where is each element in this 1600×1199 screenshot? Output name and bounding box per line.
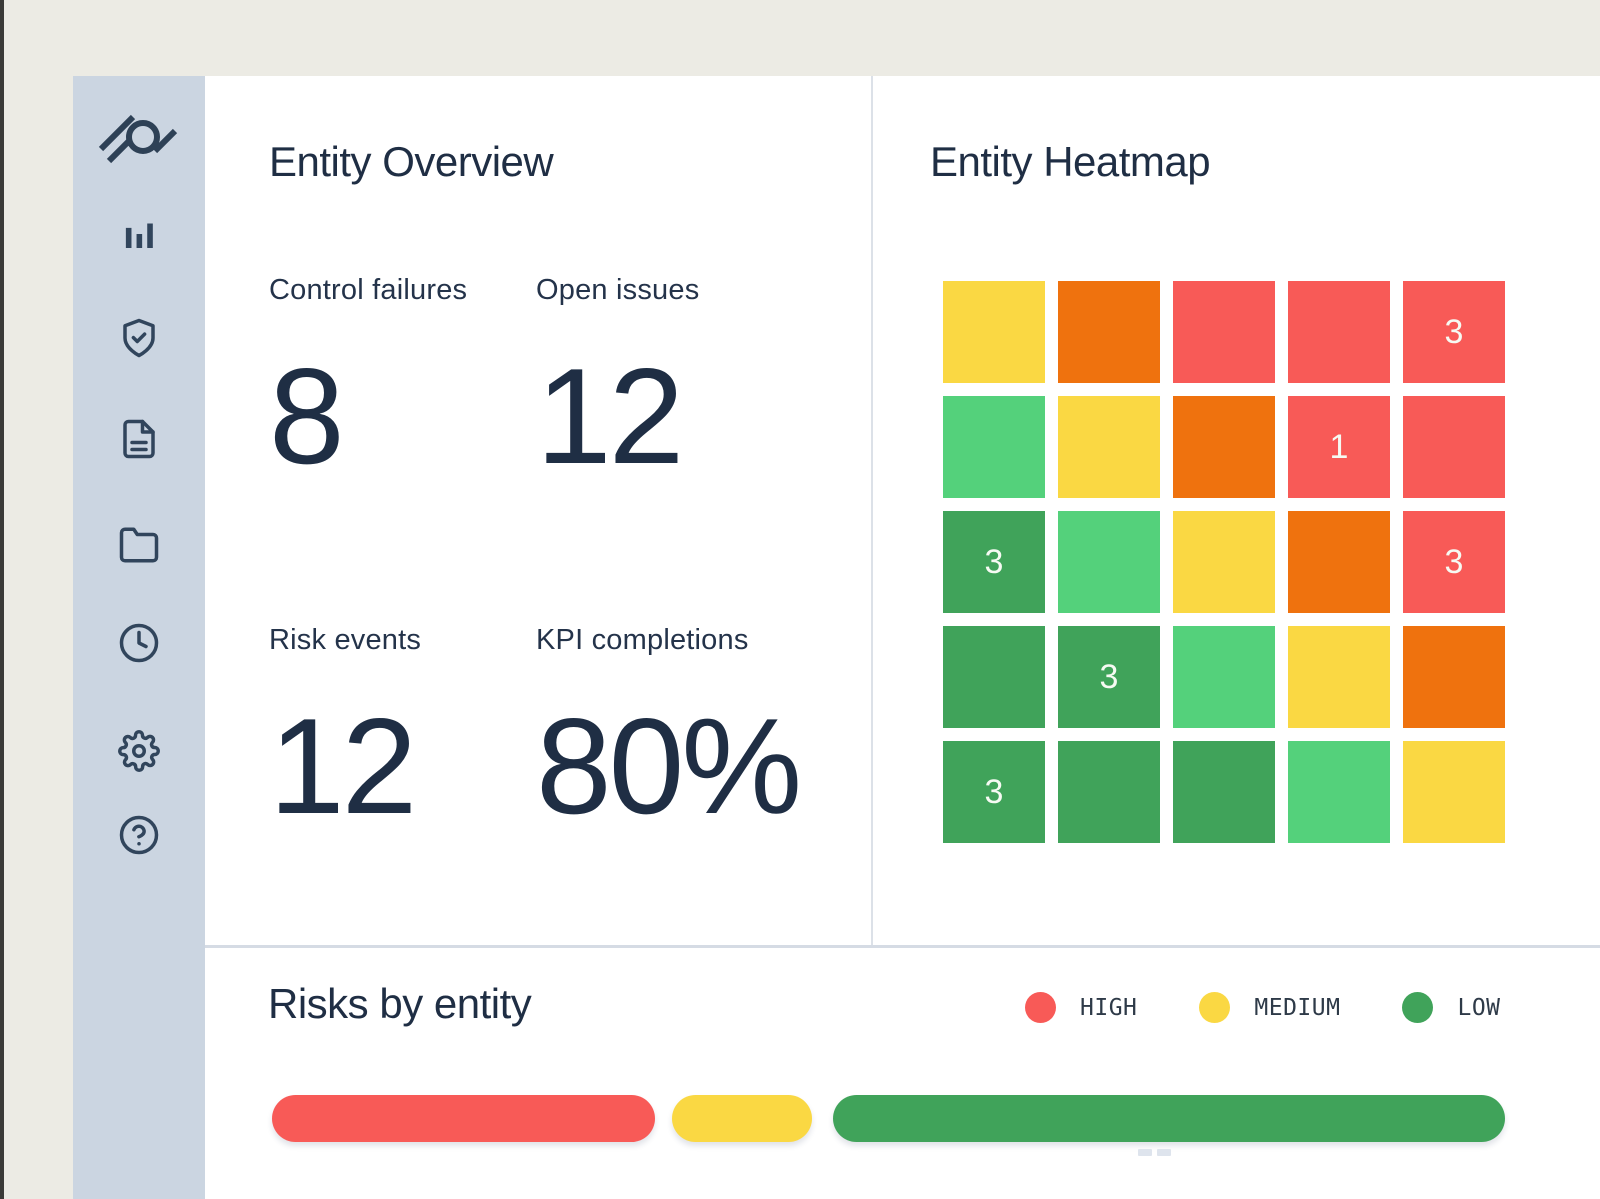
- heatmap-grid: 3 1 3 3 3 3: [943, 281, 1505, 843]
- risk-bar-medium[interactable]: [672, 1095, 812, 1142]
- top-panels-row: Entity Overview Control failures 8 Open …: [205, 76, 1600, 948]
- sidebar-item-settings[interactable]: [117, 729, 161, 773]
- metric-label: KPI completions: [536, 624, 749, 656]
- heatmap-cell[interactable]: 3: [943, 511, 1045, 613]
- heatmap-cell[interactable]: [1173, 511, 1275, 613]
- heatmap-cell[interactable]: 3: [1403, 281, 1505, 383]
- metric-open-issues: Open issues 12: [536, 274, 799, 624]
- sidebar: [73, 76, 205, 1199]
- heatmap-cell[interactable]: 3: [943, 741, 1045, 843]
- help-circle-icon: [119, 815, 159, 855]
- legend-item-high: HIGH: [1025, 992, 1137, 1023]
- metric-label: Risk events: [269, 624, 422, 656]
- folder-icon: [119, 527, 159, 563]
- heatmap-cell[interactable]: [1288, 511, 1390, 613]
- risk-bars: [205, 1095, 1600, 1142]
- heatmap-cell-count: 3: [984, 772, 1004, 811]
- legend-label: HIGH: [1080, 994, 1138, 1021]
- main-content: Entity Overview Control failures 8 Open …: [205, 76, 1600, 1199]
- heatmap-cell[interactable]: [1058, 396, 1160, 498]
- metric-control-failures: Control failures 8: [269, 274, 536, 624]
- document-icon: [123, 419, 155, 459]
- risk-legend: HIGH MEDIUM LOW: [1025, 992, 1501, 1023]
- heatmap-cell[interactable]: 3: [1058, 626, 1160, 728]
- metric-label: Control failures: [269, 274, 468, 306]
- heatmap-cell[interactable]: [1058, 741, 1160, 843]
- heatmap-cell[interactable]: [1173, 281, 1275, 383]
- sidebar-item-files[interactable]: [117, 523, 161, 567]
- heatmap-cell[interactable]: [1288, 741, 1390, 843]
- legend-dot: [1025, 992, 1056, 1023]
- legend-dot: [1199, 992, 1231, 1023]
- heatmap-cell[interactable]: [1173, 396, 1275, 498]
- metric-value: 8: [269, 340, 345, 492]
- heatmap-cell[interactable]: [943, 396, 1045, 498]
- heatmap-cell-count: 3: [1444, 312, 1464, 351]
- logo-icon: [98, 114, 178, 164]
- heatmap-cell[interactable]: [1058, 281, 1160, 383]
- legend-dot: [1402, 992, 1434, 1023]
- bar-chart-icon: [125, 223, 153, 248]
- clock-icon: [119, 623, 159, 663]
- heatmap-cell[interactable]: [1403, 626, 1505, 728]
- heatmap-cell-count: 1: [1329, 427, 1349, 466]
- settings-gear-icon: [118, 730, 160, 772]
- heatmap-cell[interactable]: [1173, 626, 1275, 728]
- sidebar-item-documents[interactable]: [117, 417, 161, 461]
- heatmap-cell[interactable]: [1288, 626, 1390, 728]
- entity-overview-title: Entity Overview: [269, 138, 554, 185]
- legend-item-low: LOW: [1402, 992, 1500, 1023]
- heatmap-cell-count: 3: [984, 542, 1004, 581]
- app-logo[interactable]: [91, 104, 187, 170]
- heatmap-cell[interactable]: 1: [1288, 396, 1390, 498]
- heatmap-cell[interactable]: [1403, 396, 1505, 498]
- heatmap-cell[interactable]: 3: [1403, 511, 1505, 613]
- sidebar-item-history[interactable]: [117, 621, 161, 665]
- sidebar-item-controls[interactable]: [117, 316, 161, 360]
- risks-by-entity-title: Risks by entity: [268, 980, 532, 1027]
- heatmap-cell[interactable]: [943, 626, 1045, 728]
- heatmap-cell[interactable]: [1058, 511, 1160, 613]
- risk-bar-high[interactable]: [272, 1095, 655, 1142]
- heatmap-cell[interactable]: [1288, 281, 1390, 383]
- sidebar-item-analytics[interactable]: [117, 212, 161, 256]
- metric-value: 12: [269, 690, 417, 842]
- metric-kpi-completions: KPI completions 80%: [536, 624, 802, 974]
- legend-label: MEDIUM: [1254, 994, 1341, 1021]
- scroll-indicator[interactable]: [1138, 1149, 1171, 1156]
- metric-value: 12: [536, 340, 684, 492]
- shield-check-icon: [123, 318, 155, 358]
- sidebar-item-help[interactable]: [117, 813, 161, 857]
- heatmap-cell-count: 3: [1099, 657, 1119, 696]
- legend-label: LOW: [1457, 994, 1501, 1021]
- risks-by-entity-panel: Risks by entity HIGH MEDIUM LOW: [205, 948, 1600, 1196]
- heatmap-cell[interactable]: [1173, 741, 1275, 843]
- legend-item-medium: MEDIUM: [1199, 992, 1340, 1023]
- heatmap-cell[interactable]: [1403, 741, 1505, 843]
- screen-edge: [0, 0, 4, 1199]
- entity-overview-panel: Entity Overview Control failures 8 Open …: [205, 76, 873, 945]
- entity-heatmap-title: Entity Heatmap: [930, 138, 1211, 185]
- metrics-grid: Control failures 8 Open issues 12 Risk e…: [269, 274, 802, 974]
- metric-label: Open issues: [536, 274, 700, 306]
- metric-risk-events: Risk events 12: [269, 624, 536, 974]
- entity-heatmap-panel: Entity Heatmap 3 1 3 3 3 3: [873, 76, 1600, 945]
- heatmap-cell-count: 3: [1444, 542, 1464, 581]
- metric-value: 80%: [536, 690, 802, 842]
- heatmap-cell[interactable]: [943, 281, 1045, 383]
- risk-bar-low[interactable]: [833, 1095, 1505, 1142]
